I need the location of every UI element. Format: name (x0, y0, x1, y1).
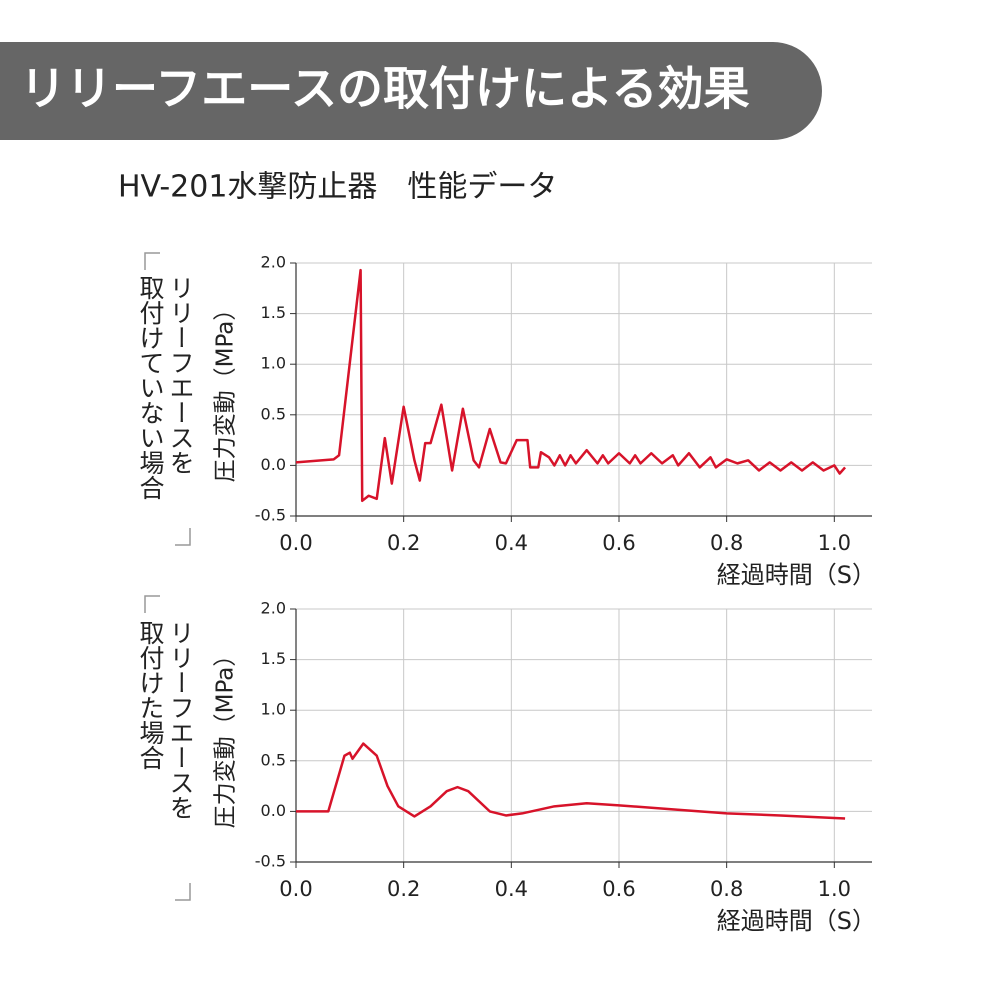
brackets (144, 252, 191, 901)
side-label-line: リリーフエースを (166, 620, 195, 820)
x-tick-label: 0.6 (602, 877, 635, 901)
x-tick-label: 0.8 (710, 531, 743, 555)
bracket (175, 883, 191, 901)
y-tick-label: 0.5 (261, 750, 286, 769)
header-bar (0, 42, 822, 140)
y-tick-label: 1.0 (261, 354, 286, 373)
y-tick-label: 0.0 (261, 801, 286, 820)
x-tick-label: 0.4 (495, 531, 528, 555)
y-axis-label: 圧力変動（MPa） (213, 298, 239, 483)
y-tick-label: 0.0 (261, 455, 286, 474)
side-label-line: リリーフエースを (166, 275, 195, 475)
x-tick-label: 0.0 (279, 877, 312, 901)
y-tick-label: -0.5 (255, 852, 286, 871)
x-tick-label: 0.4 (495, 877, 528, 901)
x-tick-label: 0.2 (387, 877, 420, 901)
x-tick-label: 0.6 (602, 531, 635, 555)
side-label-line: 取付けていない場合 (136, 275, 165, 500)
x-axis-label: 経過時間（S） (717, 907, 876, 935)
bracket (144, 252, 160, 270)
y-tick-label: -0.5 (255, 506, 286, 525)
x-tick-label: 1.0 (818, 877, 851, 901)
subtitle: HV-201水撃防止器 性能データ (118, 170, 557, 205)
title: リリーフエースの取付けによる効果 (20, 62, 750, 116)
y-tick-label: 2.0 (261, 599, 286, 618)
y-tick-label: 2.0 (261, 253, 286, 272)
side-label-line: 取付けた場合 (136, 620, 165, 770)
bracket (175, 528, 191, 546)
y-tick-label: 1.5 (261, 303, 286, 322)
side-label: リリーフエースを 取付けていない場合 (135, 275, 195, 500)
x-tick-label: 0.8 (710, 877, 743, 901)
y-axis-label: 圧力変動（MPa） (213, 644, 239, 829)
data-line (295, 268, 847, 503)
x-tick-label: 1.0 (818, 531, 851, 555)
y-tick-label: 1.5 (261, 649, 286, 668)
x-axis-label: 経過時間（S） (717, 561, 876, 589)
x-tick-label: 0.0 (279, 531, 312, 555)
bracket (144, 595, 160, 613)
y-tick-label: 1.0 (261, 700, 286, 719)
data-line (296, 742, 846, 820)
y-tick-label: 0.5 (261, 404, 286, 423)
x-tick-label: 0.2 (387, 531, 420, 555)
side-label: リリーフエースを 取付けた場合 (135, 620, 195, 820)
